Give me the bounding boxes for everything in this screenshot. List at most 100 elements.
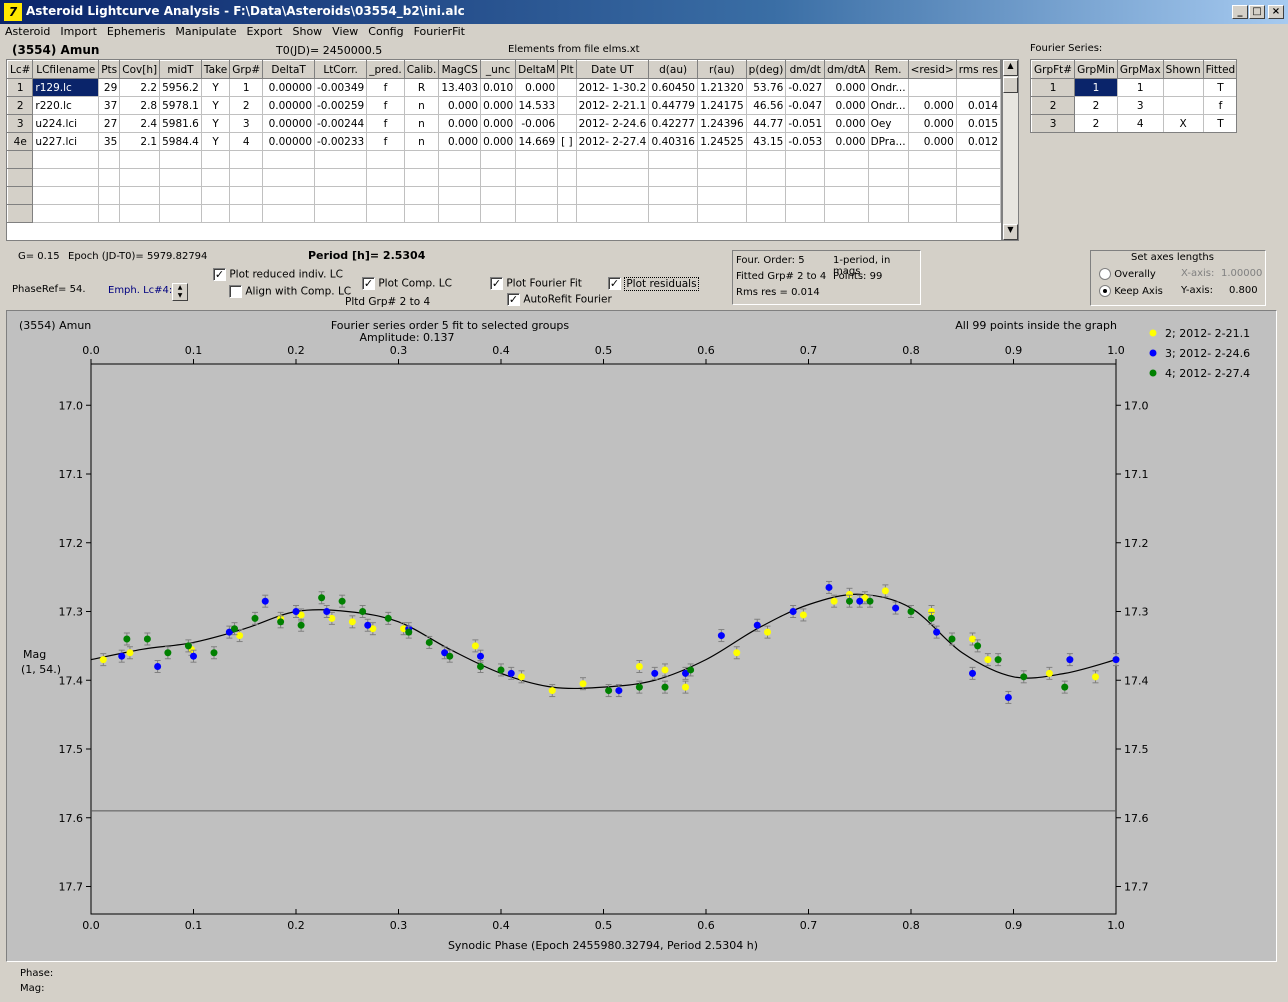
- lc-cell[interactable]: 3: [7, 114, 34, 133]
- lc-cell[interactable]: [159, 168, 202, 187]
- lc-cell[interactable]: [955, 150, 1001, 169]
- lc-cell[interactable]: [262, 186, 316, 205]
- lc-cell[interactable]: -0.00233: [314, 132, 368, 151]
- autorefit-check[interactable]: ✓: [507, 293, 520, 306]
- lc-table-row[interactable]: [7, 168, 1001, 187]
- lc-cell[interactable]: [696, 204, 747, 223]
- plot-fourier-check[interactable]: ✓: [490, 277, 503, 290]
- lc-col-header[interactable]: Cov[h]: [119, 60, 161, 79]
- lc-cell[interactable]: 46.56: [745, 96, 787, 115]
- lc-cell[interactable]: 5984.4: [159, 132, 202, 151]
- lc-cell[interactable]: 35: [98, 132, 121, 151]
- lc-cell[interactable]: [262, 204, 316, 223]
- lc-cell[interactable]: [907, 168, 957, 187]
- lc-cell[interactable]: [314, 186, 368, 205]
- lc-col-header[interactable]: p(deg): [745, 60, 787, 79]
- lc-col-header[interactable]: LCfilename: [32, 60, 100, 79]
- lc-cell[interactable]: DPra...: [867, 132, 909, 151]
- lc-cell[interactable]: [955, 78, 1001, 97]
- lc-cell[interactable]: 0.00000: [262, 78, 316, 97]
- lc-cell[interactable]: [575, 186, 650, 205]
- fourier-cell[interactable]: 2: [1074, 96, 1118, 115]
- lc-cell[interactable]: R: [403, 78, 440, 97]
- plot-comp-checkbox[interactable]: ✓ Plot Comp. LC: [362, 277, 452, 290]
- lc-cell[interactable]: [648, 204, 698, 223]
- lc-cell[interactable]: [480, 150, 517, 169]
- lc-cell[interactable]: [648, 168, 698, 187]
- lc-cell[interactable]: 0.00000: [262, 114, 316, 133]
- plot-reduced-check[interactable]: ✓: [213, 268, 226, 281]
- lc-cell[interactable]: [314, 204, 368, 223]
- lc-cell[interactable]: n: [403, 114, 440, 133]
- lc-table-row[interactable]: [7, 186, 1001, 205]
- lc-cell[interactable]: 2012- 2-24.6: [575, 114, 650, 133]
- lc-cell[interactable]: [229, 204, 264, 223]
- lc-cell[interactable]: [480, 204, 517, 223]
- menu-import[interactable]: Import: [60, 25, 97, 38]
- lc-cell[interactable]: [403, 204, 440, 223]
- lc-cell[interactable]: n: [403, 132, 440, 151]
- lc-cell[interactable]: 1.24396: [696, 114, 747, 133]
- menu-export[interactable]: Export: [246, 25, 283, 38]
- lc-cell[interactable]: 0.00000: [262, 132, 316, 151]
- lightcurve-plot-area[interactable]: 0.0 0.0 0.1 0.1 0.2 0.2 0.3 0.3 0.4 0.4 0.5 0.5 0.6 0…: [6, 310, 1277, 962]
- lc-cell[interactable]: [32, 186, 100, 205]
- lc-cell[interactable]: Ondr...: [867, 96, 909, 115]
- plot-residuals-checkbox[interactable]: ✓ Plot residuals: [608, 276, 699, 291]
- lc-cell[interactable]: 0.000: [438, 132, 482, 151]
- lc-cell[interactable]: [557, 114, 577, 133]
- lc-cell[interactable]: [575, 204, 650, 223]
- lc-cell[interactable]: [32, 204, 100, 223]
- lc-cell[interactable]: -0.006: [515, 114, 559, 133]
- lc-cell[interactable]: 0.44779: [648, 96, 698, 115]
- lc-col-header[interactable]: midT: [159, 60, 202, 79]
- fourier-cell[interactable]: 2: [1031, 96, 1076, 115]
- lc-col-header[interactable]: Calib.: [403, 60, 440, 79]
- lc-cell[interactable]: [438, 186, 482, 205]
- lc-cell[interactable]: 0.000: [907, 132, 957, 151]
- lc-table-row[interactable]: 3 u224.lci 27 2.4 5981.6 Y 3 0.00000 -0.00244 f n 0…: [7, 114, 1001, 133]
- autorefit-checkbox[interactable]: ✓ AutoRefit Fourier: [507, 293, 612, 306]
- fourier-col-header[interactable]: GrpFt#: [1031, 60, 1076, 79]
- lc-cell[interactable]: 2012- 2-21.1: [575, 96, 650, 115]
- lc-cell[interactable]: [907, 204, 957, 223]
- lc-cell[interactable]: 53.76: [745, 78, 787, 97]
- lc-cell[interactable]: 1.24175: [696, 96, 747, 115]
- lc-cell[interactable]: 0.000: [480, 96, 517, 115]
- lc-cell[interactable]: [515, 168, 559, 187]
- lc-cell[interactable]: [955, 204, 1001, 223]
- lc-cell[interactable]: Y: [200, 114, 231, 133]
- lc-cell[interactable]: 0.000: [824, 78, 869, 97]
- fourier-cell[interactable]: 1: [1074, 78, 1118, 97]
- lc-cell[interactable]: [366, 186, 405, 205]
- minimize-button[interactable]: _: [1232, 5, 1248, 19]
- lc-cell[interactable]: [557, 204, 577, 223]
- lc-cell[interactable]: [648, 150, 698, 169]
- yaxis-value[interactable]: 0.800: [1229, 285, 1258, 296]
- lc-cell[interactable]: 2: [229, 96, 264, 115]
- menu-asteroid[interactable]: Asteroid: [5, 25, 51, 38]
- lc-cell[interactable]: 5978.1: [159, 96, 202, 115]
- lc-table-row[interactable]: [7, 204, 1001, 223]
- lc-cell[interactable]: [745, 168, 787, 187]
- lc-cell[interactable]: 0.42277: [648, 114, 698, 133]
- menu-ephemeris[interactable]: Ephemeris: [106, 25, 166, 38]
- lc-cell[interactable]: 27: [98, 114, 121, 133]
- lc-cell[interactable]: [955, 186, 1001, 205]
- lc-cell[interactable]: [824, 186, 869, 205]
- lc-cell[interactable]: [229, 150, 264, 169]
- lc-cell[interactable]: [119, 186, 161, 205]
- lc-col-header[interactable]: _unc: [480, 60, 517, 79]
- lc-cell[interactable]: 44.77: [745, 114, 787, 133]
- lc-cell[interactable]: [557, 186, 577, 205]
- overally-radio[interactable]: Overally: [1099, 268, 1156, 280]
- lc-cell[interactable]: 14.669: [515, 132, 559, 151]
- lc-cell[interactable]: [557, 150, 577, 169]
- lc-col-header[interactable]: MagCS: [438, 60, 482, 79]
- lc-table-row[interactable]: 1 r129.lc 29 2.2 5956.2 Y 1 0.00000 -0.00349 f R 13…: [7, 78, 1001, 97]
- menu-fourierfit[interactable]: FourierFit: [413, 25, 465, 38]
- lc-cell[interactable]: 0.010: [480, 78, 517, 97]
- lc-col-header[interactable]: d(au): [648, 60, 698, 79]
- lc-cell[interactable]: [785, 150, 826, 169]
